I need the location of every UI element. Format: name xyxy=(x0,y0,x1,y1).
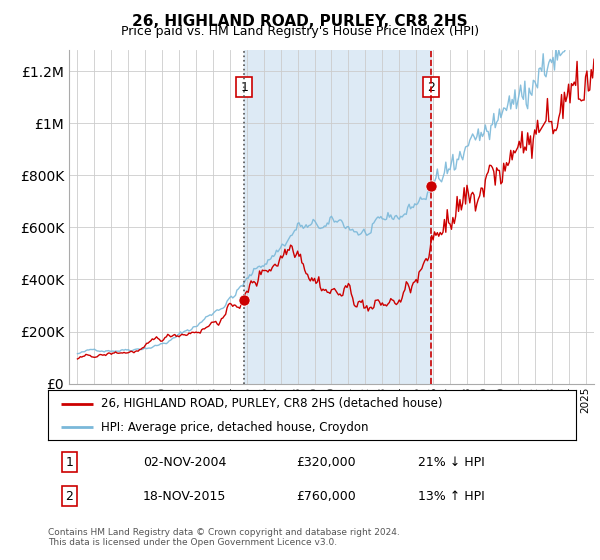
Text: Price paid vs. HM Land Registry's House Price Index (HPI): Price paid vs. HM Land Registry's House … xyxy=(121,25,479,38)
Text: 21% ↓ HPI: 21% ↓ HPI xyxy=(418,456,484,469)
Text: 18-NOV-2015: 18-NOV-2015 xyxy=(143,489,226,503)
Text: 1: 1 xyxy=(240,81,248,94)
Text: 2: 2 xyxy=(65,489,73,503)
Text: 26, HIGHLAND ROAD, PURLEY, CR8 2HS (detached house): 26, HIGHLAND ROAD, PURLEY, CR8 2HS (deta… xyxy=(101,397,442,410)
Text: £320,000: £320,000 xyxy=(296,456,356,469)
Text: 1: 1 xyxy=(65,456,73,469)
Bar xyxy=(244,50,431,384)
Text: £760,000: £760,000 xyxy=(296,489,356,503)
Text: Contains HM Land Registry data © Crown copyright and database right 2024.
This d: Contains HM Land Registry data © Crown c… xyxy=(48,528,400,547)
Text: 02-NOV-2004: 02-NOV-2004 xyxy=(143,456,226,469)
Text: HPI: Average price, detached house, Croydon: HPI: Average price, detached house, Croy… xyxy=(101,421,368,434)
Text: 26, HIGHLAND ROAD, PURLEY, CR8 2HS: 26, HIGHLAND ROAD, PURLEY, CR8 2HS xyxy=(132,14,468,29)
Text: 2: 2 xyxy=(427,81,435,94)
Text: 13% ↑ HPI: 13% ↑ HPI xyxy=(418,489,484,503)
